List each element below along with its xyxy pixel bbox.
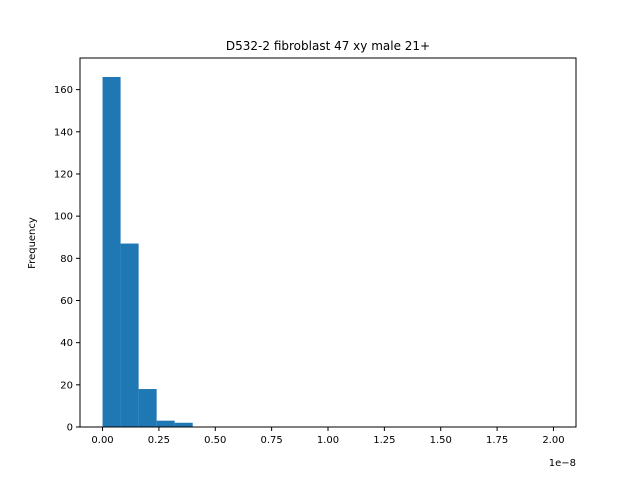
y-tick-label: 0 bbox=[67, 423, 73, 434]
histogram-bar-1 bbox=[120, 243, 139, 427]
y-tick-label: 140 bbox=[54, 127, 73, 138]
y-tick-label: 60 bbox=[60, 296, 73, 307]
y-tick-label: 80 bbox=[60, 254, 73, 265]
y-tick-label: 120 bbox=[54, 169, 73, 180]
y-tick-label: 100 bbox=[54, 212, 73, 223]
histogram-bar-2 bbox=[138, 389, 157, 427]
x-tick-label: 1.75 bbox=[486, 435, 508, 446]
histogram-bar-0 bbox=[102, 76, 121, 427]
x-tick-label: 1.25 bbox=[373, 435, 395, 446]
x-axis: 0.00 0.25 0.50 0.75 1.00 1.25 1.50 1.75 2.00 bbox=[91, 427, 565, 446]
x-tick-label: 1.00 bbox=[317, 435, 339, 446]
x-tick-label: 0.00 bbox=[91, 435, 113, 446]
x-tick-label: 0.50 bbox=[204, 435, 226, 446]
y-axis-label: Frequency bbox=[27, 217, 38, 269]
y-tick-label: 160 bbox=[54, 85, 73, 96]
histogram-bar-4 bbox=[174, 422, 193, 427]
x-tick-label: 0.75 bbox=[261, 435, 283, 446]
y-tick-label: 40 bbox=[60, 338, 73, 349]
x-offset-label: 1e−8 bbox=[549, 458, 576, 469]
x-tick-label: 1.50 bbox=[430, 435, 452, 446]
bars-group bbox=[102, 76, 193, 427]
chart-title: D532-2 fibroblast 47 xy male 21+ bbox=[226, 39, 430, 53]
y-axis: 0 20 40 60 80 100 120 140 160 bbox=[54, 85, 80, 434]
x-tick-label: 0.25 bbox=[148, 435, 170, 446]
y-tick-label: 20 bbox=[60, 380, 73, 391]
histogram-bar-3 bbox=[156, 420, 175, 427]
x-tick-label: 2.00 bbox=[542, 435, 564, 446]
